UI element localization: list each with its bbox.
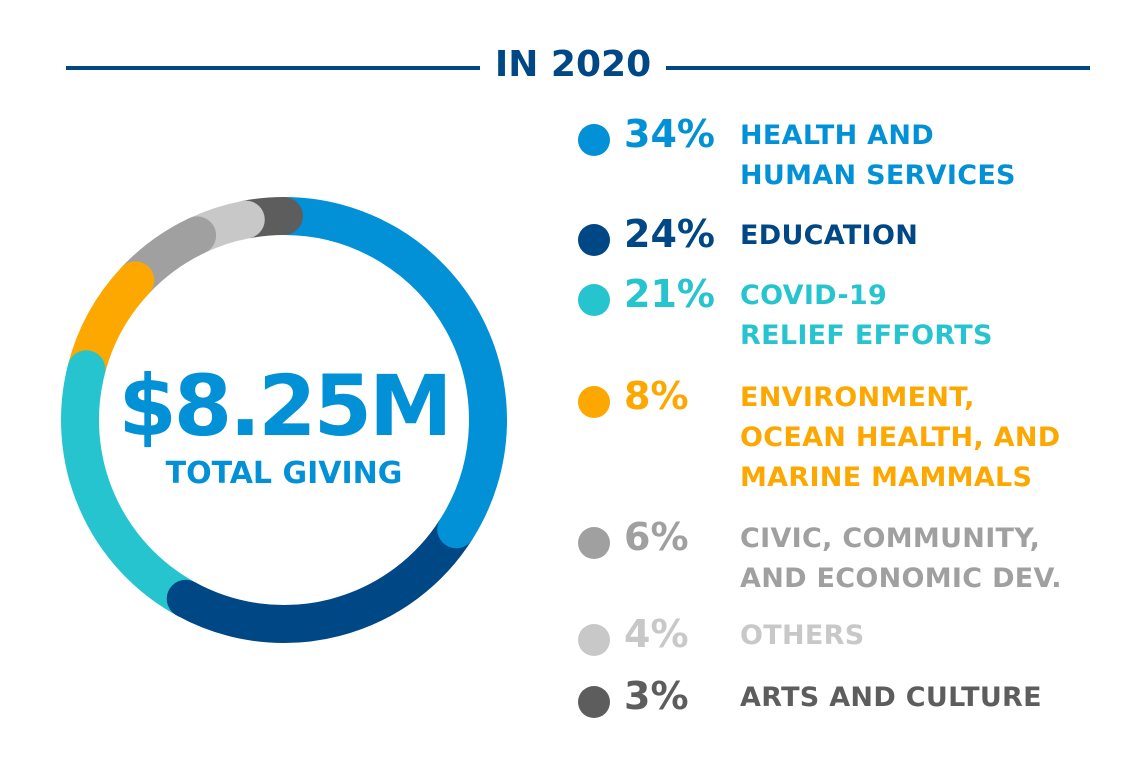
legend-label: OTHERS xyxy=(740,616,864,656)
legend-label-line: CIVIC, COMMUNITY, xyxy=(740,523,1041,554)
legend-label: CIVIC, COMMUNITY, AND ECONOMIC DEV. xyxy=(740,519,1062,599)
legend-label-line: ARTS AND CULTURE xyxy=(740,682,1042,713)
legend-dot xyxy=(578,224,610,256)
legend-dot xyxy=(578,124,610,156)
total-giving-label: TOTAL GIVING xyxy=(165,456,403,491)
legend-label: ARTS AND CULTURE xyxy=(740,678,1042,718)
legend-label-line: MARINE MAMMALS xyxy=(740,462,1033,493)
legend-label-line: EDUCATION xyxy=(740,220,919,251)
donut-segment-cap xyxy=(265,197,303,235)
legend-label: ENVIRONMENT, OCEAN HEALTH, AND MARINE MAMM… xyxy=(740,378,1060,498)
legend-label-line: RELIEF EFFORTS xyxy=(740,320,993,351)
chart-title: IN 2020 xyxy=(494,44,652,85)
legend-dot xyxy=(578,386,610,418)
legend-label-line: OTHERS xyxy=(740,620,865,651)
legend-label-line: ENVIRONMENT, xyxy=(740,382,975,413)
legend-label-line: HEALTH AND xyxy=(740,120,934,151)
legend-percent: 6% xyxy=(624,515,689,559)
legend-dot xyxy=(578,686,610,718)
legend-label-line: COVID-19 xyxy=(740,280,888,311)
donut-segment-cap xyxy=(67,350,106,389)
legend-label: HEALTH AND HUMAN SERVICES xyxy=(740,116,1016,196)
legend-percent: 34% xyxy=(624,112,715,156)
legend-dot xyxy=(578,527,610,559)
legend-percent: 4% xyxy=(624,612,689,656)
legend-percent: 3% xyxy=(624,674,689,718)
donut-segment xyxy=(61,364,196,616)
donut-chart xyxy=(61,197,507,643)
legend-percent: 21% xyxy=(624,272,715,316)
donut-segment xyxy=(283,197,507,540)
legend-label-line: AND ECONOMIC DEV. xyxy=(740,563,1062,594)
legend-dot xyxy=(578,284,610,316)
legend-label: COVID-19 RELIEF EFFORTS xyxy=(740,276,993,356)
donut-segment-cap xyxy=(437,510,476,549)
legend-dot xyxy=(578,624,610,656)
donut-segment-cap xyxy=(116,261,155,300)
title-rule-left xyxy=(66,66,480,70)
donut-segment-cap xyxy=(166,579,205,618)
legend-percent: 24% xyxy=(624,212,715,256)
donut-segment-cap xyxy=(178,216,217,255)
legend-percent: 8% xyxy=(624,374,689,418)
total-giving-value: $8.25M xyxy=(118,357,452,455)
title-rule-right xyxy=(666,66,1090,70)
legend-label: EDUCATION xyxy=(740,216,918,256)
donut-segment xyxy=(176,518,473,643)
legend-label-line: HUMAN SERVICES xyxy=(740,160,1016,191)
donut-segment-cap xyxy=(226,200,265,239)
legend-label-line: OCEAN HEALTH, AND xyxy=(740,422,1061,453)
